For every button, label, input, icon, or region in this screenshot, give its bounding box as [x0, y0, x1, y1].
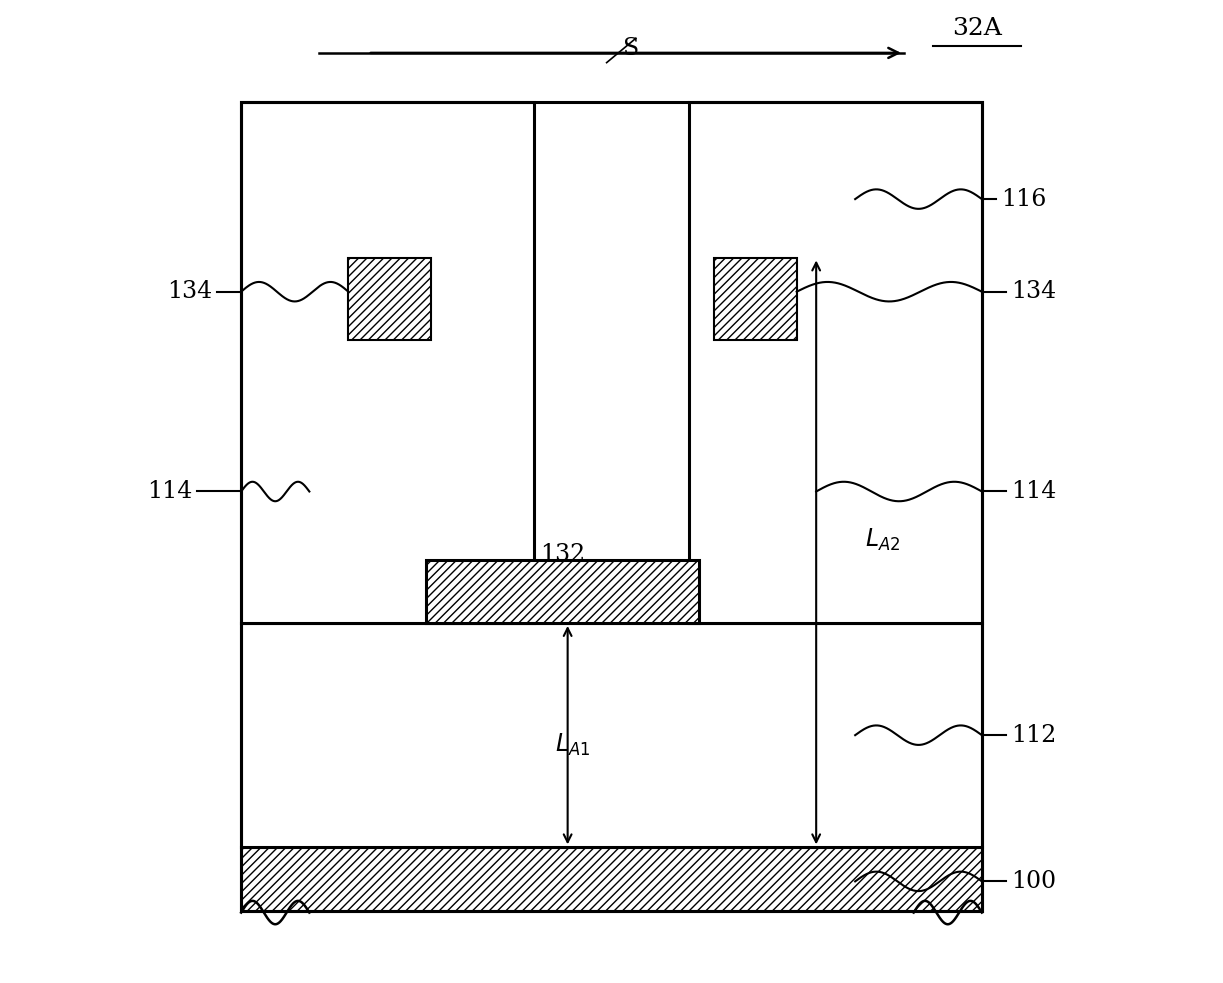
Text: 100: 100: [1011, 870, 1057, 893]
Text: 114: 114: [147, 480, 192, 503]
Text: 116: 116: [1002, 188, 1047, 210]
Text: $L_{A1}$: $L_{A1}$: [555, 731, 591, 758]
Text: 114: 114: [1011, 480, 1057, 503]
Text: S: S: [623, 36, 640, 60]
Bar: [690, 101, 982, 623]
Bar: [241, 101, 533, 623]
Text: $L_{A2}$: $L_{A2}$: [865, 527, 900, 553]
Bar: [714, 258, 796, 340]
Text: 132: 132: [541, 544, 586, 566]
Bar: [349, 258, 432, 340]
Text: 32A: 32A: [951, 17, 1002, 40]
Bar: [241, 847, 982, 910]
Bar: [241, 623, 982, 847]
Bar: [427, 559, 700, 623]
Bar: [241, 101, 982, 910]
Text: 112: 112: [1011, 723, 1057, 747]
Text: 134: 134: [166, 280, 212, 303]
Text: 134: 134: [1011, 280, 1057, 303]
